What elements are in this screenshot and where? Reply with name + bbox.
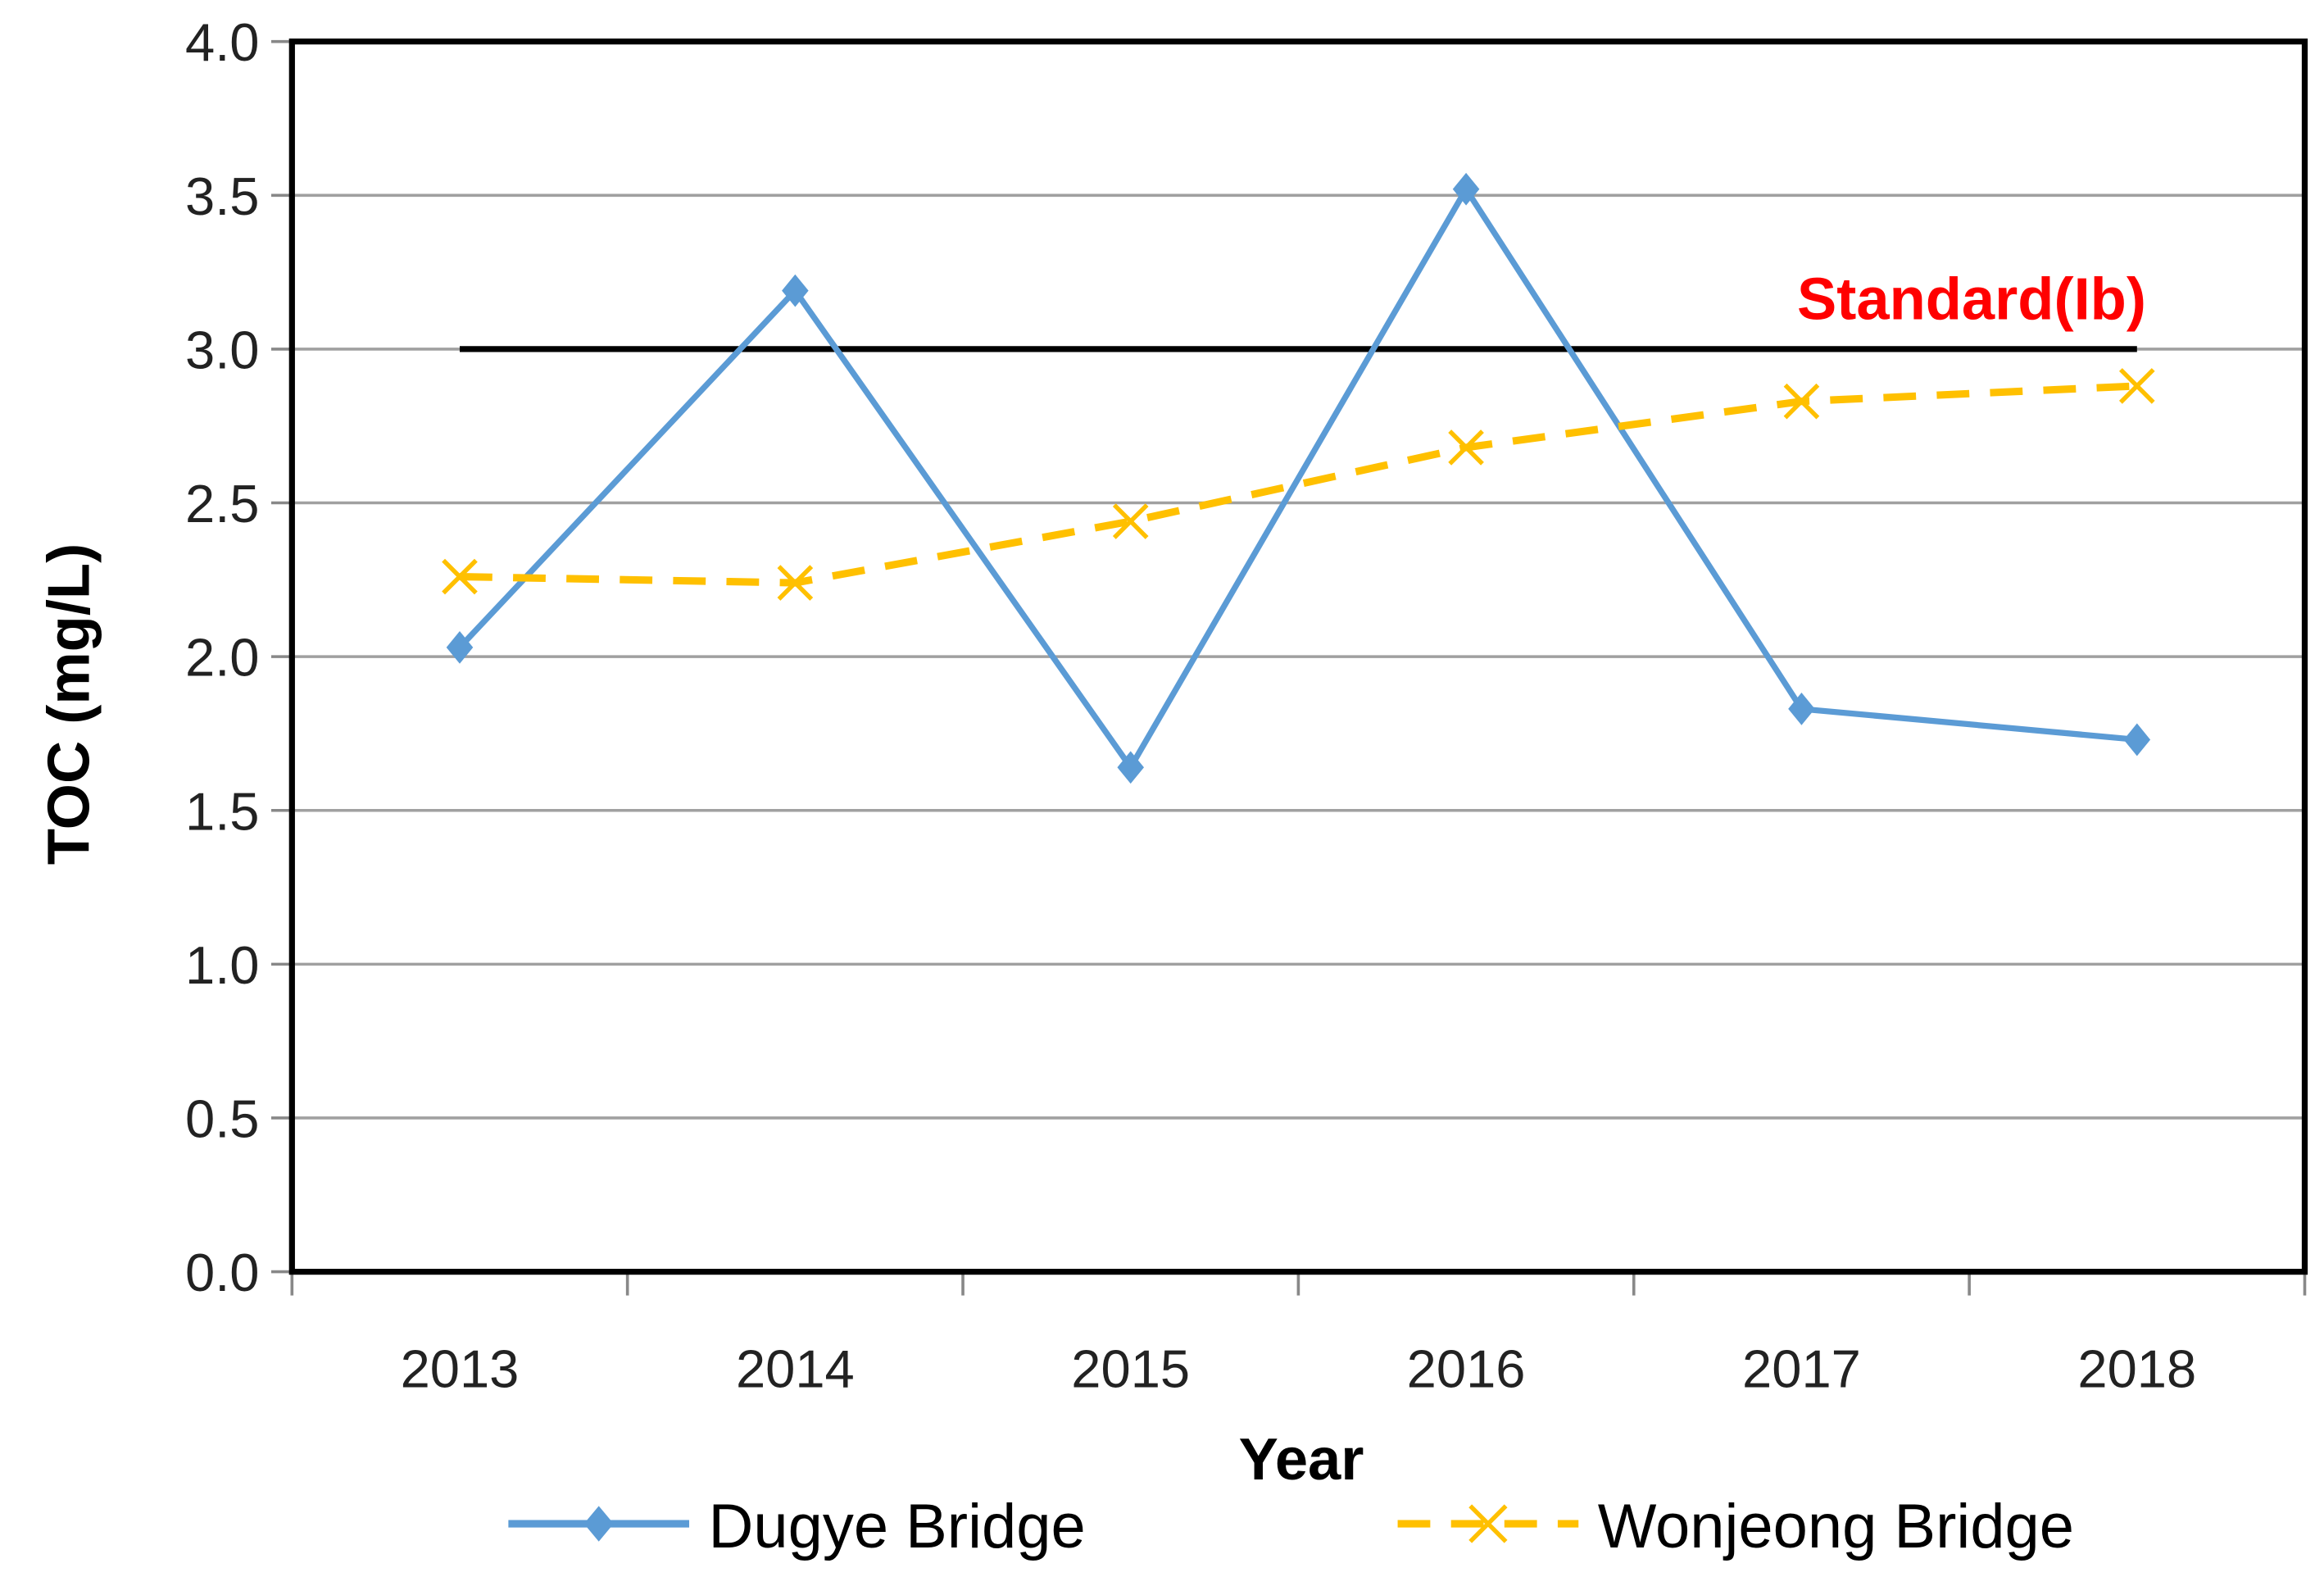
data-point-wonjeong-bridge [1783, 383, 1820, 420]
data-point-wonjeong-bridge [777, 565, 814, 601]
legend: Dugye Bridge Wonjeong Bridge [508, 1492, 2074, 1561]
y-tick-label: 1.5 [185, 781, 260, 841]
y-tick-label: 3.5 [185, 166, 260, 226]
x-tick-label: 2016 [1407, 1339, 1526, 1399]
data-point-dugye-bridge [782, 274, 809, 307]
y-tick-label: 2.0 [185, 628, 260, 688]
series-group [442, 172, 2155, 784]
legend-item-dugye: Dugye Bridge [508, 1492, 1086, 1561]
x-tick-label: 2014 [736, 1339, 855, 1399]
data-point-wonjeong-bridge [442, 558, 478, 595]
x-tick-label: 2015 [1071, 1339, 1190, 1399]
y-axis-label: TOC (mg/L) [37, 543, 102, 865]
legend-item-wonjeong: Wonjeong Bridge [1397, 1492, 2074, 1561]
standard-label: Standard(Ib) [1797, 267, 2146, 333]
data-point-wonjeong-bridge [2118, 368, 2155, 404]
y-tick-label: 4.0 [185, 12, 260, 72]
x-tick-label: 2018 [2077, 1339, 2196, 1399]
diamond-marker-icon [583, 1506, 614, 1542]
data-point-dugye-bridge [1117, 751, 1144, 784]
y-tick-label: 1.0 [185, 935, 260, 995]
data-point-dugye-bridge [1452, 172, 1480, 206]
data-point-dugye-bridge [2123, 723, 2151, 757]
legend-label-wonjeong: Wonjeong Bridge [1598, 1492, 2074, 1561]
x-tick-label: 2013 [401, 1339, 520, 1399]
x-axis-ticks: 2013 2014 2015 2016 2017 2018 [290, 1271, 2307, 1399]
y-tick-label: 2.5 [185, 474, 260, 534]
y-tick-label: 0.0 [185, 1243, 260, 1302]
plot-area-frame [288, 39, 2308, 1275]
y-tick-label: 3.0 [185, 320, 260, 379]
series-line-dugye-bridge [457, 183, 2138, 773]
y-tick-label: 0.5 [185, 1089, 260, 1149]
x-axis-label: Year [1239, 1427, 1364, 1493]
series-line-wonjeong-bridge [459, 382, 2138, 587]
legend-label-dugye: Dugye Bridge [709, 1492, 1086, 1561]
data-point-wonjeong-bridge [1112, 503, 1149, 539]
x-marker-icon [1468, 1504, 1508, 1543]
gridlines [292, 193, 2305, 1120]
y-axis-ticks: 0.0 0.5 1.0 1.5 2.0 2.5 3.0 3.5 4.0 [185, 12, 293, 1302]
data-point-wonjeong-bridge [1448, 429, 1484, 466]
x-tick-label: 2017 [1742, 1339, 1861, 1399]
